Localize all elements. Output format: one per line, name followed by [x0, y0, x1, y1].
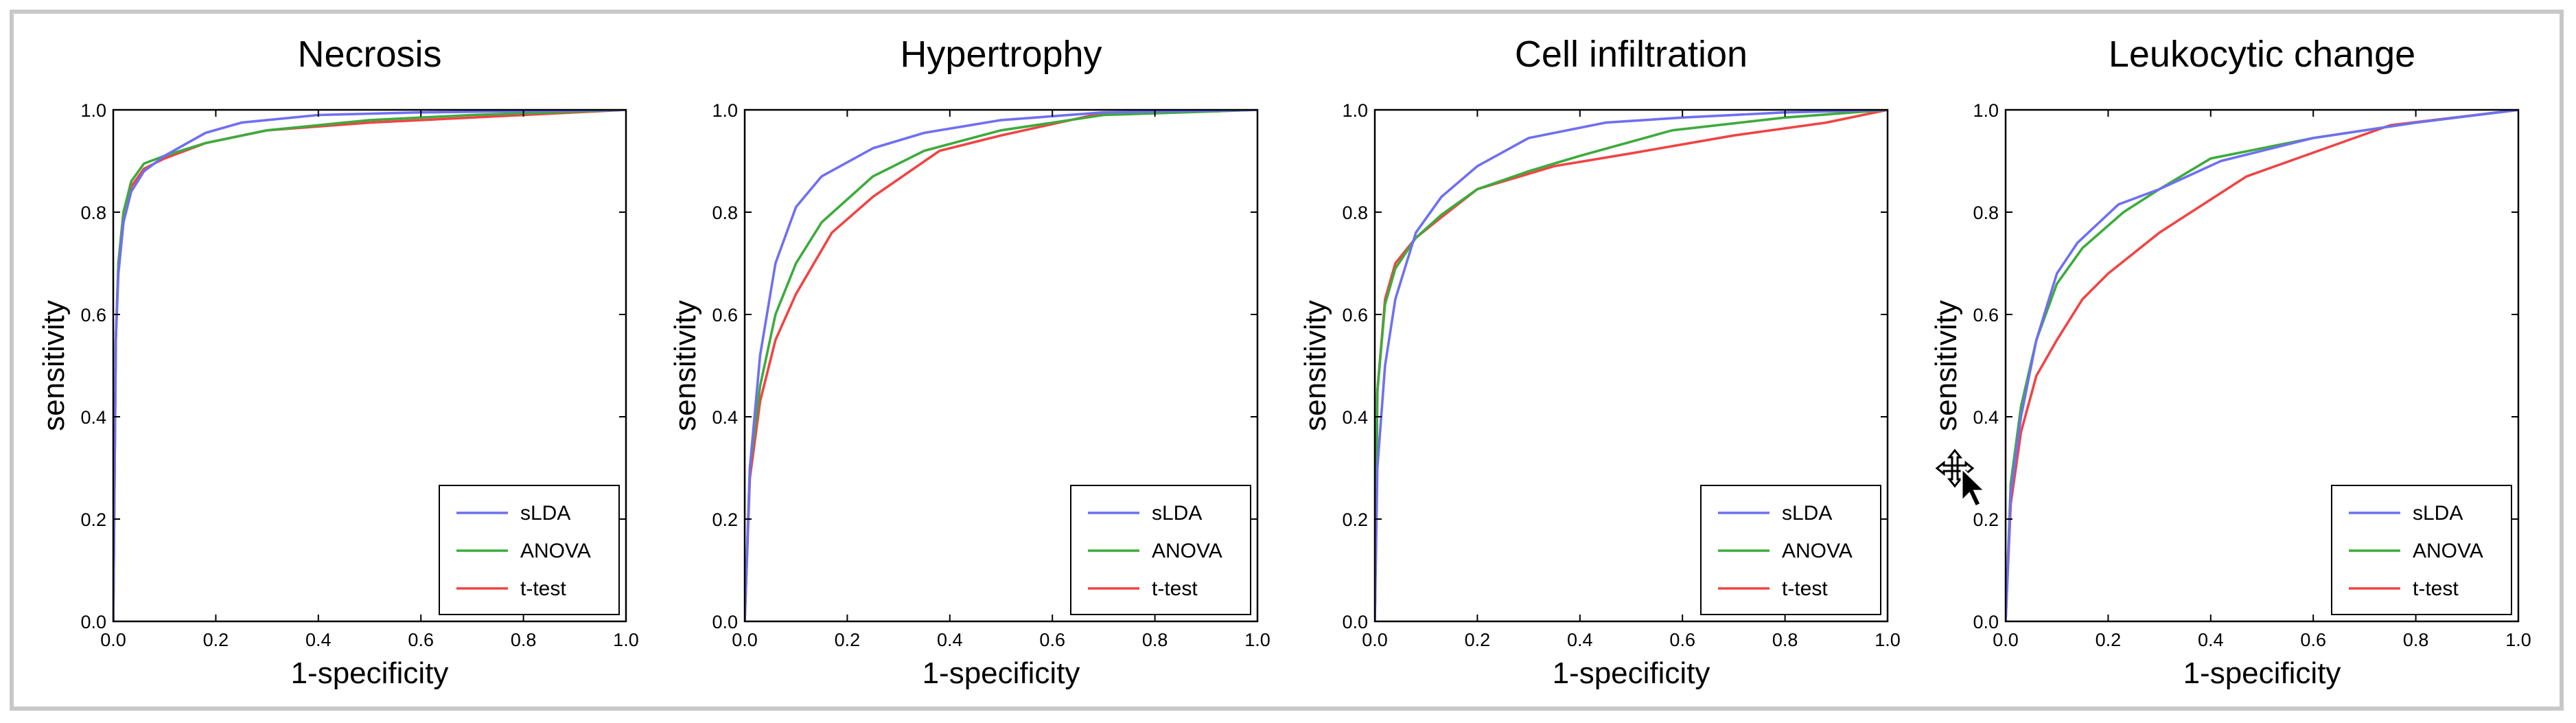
legend: sLDA ANOVA t-test: [2331, 485, 2512, 615]
legend: sLDA ANOVA t-test: [1070, 485, 1251, 615]
y-tick-label: 0.8: [80, 203, 106, 223]
x-tick-label: 0.4: [2198, 630, 2224, 650]
y-tick-label: 0.0: [1342, 612, 1368, 632]
series-line-slda: [1375, 110, 1888, 621]
chart-title: Leukocytic change: [2109, 34, 2415, 75]
y-tick-label: 0.2: [1342, 509, 1368, 530]
y-tick-label: 0.6: [1973, 305, 1999, 325]
x-tick-label: 0.6: [408, 630, 434, 650]
legend-label-slda: sLDA: [1782, 502, 1832, 525]
y-tick-label: 0.4: [80, 407, 106, 428]
y-tick-label: 1.0: [80, 100, 106, 121]
series-line-t-test: [745, 110, 1257, 621]
series-lines: [2006, 110, 2518, 621]
x-tick-label: 0.4: [1567, 630, 1593, 650]
x-tick-label: 0.0: [100, 630, 126, 650]
series-line-t-test: [2006, 110, 2518, 621]
chart-title: Cell infiltration: [1515, 34, 1748, 75]
legend-label-t-test: t-test: [1782, 577, 1828, 600]
x-axis-label: 1-specificity: [1553, 656, 1710, 690]
chart-title: Hypertrophy: [900, 34, 1102, 75]
legend-label-anova: ANOVA: [1152, 540, 1222, 562]
series-line-slda: [2006, 110, 2518, 621]
legend-label-anova: ANOVA: [1782, 540, 1853, 562]
chart-panel-leukocytic-change: Leukocytic change 0.00.0 0.2 0.2 0.4 0.4 0.6 0.…: [1929, 34, 2531, 690]
x-tick-label: 0.6: [1039, 630, 1065, 650]
series-line-slda: [113, 110, 626, 621]
series-lines: [113, 110, 626, 621]
y-axis-label: sensitivity: [1929, 300, 1963, 431]
y-tick-label: 0.2: [1973, 509, 1999, 530]
x-tick-label: 1.0: [1244, 630, 1270, 650]
x-tick-label: 0.2: [2096, 630, 2122, 650]
y-tick-label: 1.0: [1973, 100, 1999, 121]
y-tick-label: 0.4: [1973, 407, 1999, 428]
y-tick-label: 0.0: [80, 612, 106, 632]
x-tick-label: 1.0: [613, 630, 639, 650]
x-axis-label: 1-specificity: [291, 656, 449, 690]
series-lines: [745, 110, 1257, 621]
y-tick-label: 0.6: [1342, 305, 1368, 325]
chart-panel-cell-infiltration: Cell infiltration 0.00.0 0.2 0.2 0.4 0.4 0.6 0.…: [1299, 34, 1901, 690]
y-tick-label: 1.0: [712, 100, 738, 121]
y-axis-label: sensitivity: [669, 300, 702, 431]
legend-label-slda: sLDA: [1152, 502, 1202, 525]
y-tick-label: 0.4: [1342, 407, 1368, 428]
axes-frame: [2004, 108, 2520, 623]
y-tick-label: 0.6: [712, 305, 738, 325]
x-tick-label: 1.0: [2505, 630, 2531, 650]
series-line-slda: [745, 110, 1257, 621]
x-tick-label: 0.6: [2300, 630, 2326, 650]
legend-label-t-test: t-test: [1152, 577, 1198, 600]
axes-frame: [1373, 108, 1889, 623]
series-lines: [1375, 110, 1888, 621]
legend-label-slda: sLDA: [2413, 502, 2463, 525]
x-tick-label: 0.2: [203, 630, 229, 650]
x-tick-label: 0.0: [1993, 630, 2019, 650]
y-tick-label: 0.8: [712, 203, 738, 223]
x-tick-label: 0.6: [1669, 630, 1695, 650]
x-tick-label: 0.8: [1772, 630, 1798, 650]
x-tick-label: 0.4: [937, 630, 963, 650]
y-axis-label: sensitivity: [37, 300, 71, 431]
y-tick-label: 0.8: [1342, 203, 1368, 223]
x-tick-label: 0.4: [305, 630, 332, 650]
legend-label-t-test: t-test: [520, 577, 566, 600]
chart-title: Necrosis: [297, 34, 441, 75]
axes-frame: [112, 108, 627, 623]
x-tick-label: 0.8: [2403, 630, 2429, 650]
y-tick-label: 0.4: [712, 407, 738, 428]
x-tick-label: 0.2: [835, 630, 861, 650]
legend-label-t-test: t-test: [2413, 577, 2459, 600]
y-tick-label: 0.2: [80, 509, 106, 530]
chart-panel-hypertrophy: Hypertrophy 0.00.0 0.2 0.2 0.4 0.4 0.6 0.6 0.8 0.…: [669, 34, 1270, 690]
legend-label-anova: ANOVA: [520, 540, 591, 562]
chart-panel-necrosis: Necrosis 0.00.0 0.2 0.2 0.4 0.4 0.6 0.6 0.8 0.8 1.…: [37, 34, 639, 690]
x-axis-label: 1-specificity: [923, 656, 1080, 690]
move-cursor-icon: [1935, 448, 1988, 509]
y-tick-label: 1.0: [1342, 100, 1368, 121]
y-tick-label: 0.0: [1973, 612, 1999, 632]
x-tick-label: 0.2: [1465, 630, 1491, 650]
y-tick-label: 0.2: [712, 509, 738, 530]
legend: sLDA ANOVA t-test: [1700, 485, 1881, 615]
y-tick-label: 0.0: [712, 612, 738, 632]
y-tick-label: 0.8: [1973, 203, 1999, 223]
x-tick-label: 0.8: [1142, 630, 1168, 650]
x-tick-label: 1.0: [1875, 630, 1901, 650]
legend-label-slda: sLDA: [520, 502, 570, 525]
x-tick-label: 0.0: [732, 630, 758, 650]
axes-frame: [743, 108, 1259, 623]
series-line-anova: [1375, 110, 1888, 621]
x-tick-label: 0.0: [1362, 630, 1388, 650]
legend-label-anova: ANOVA: [2413, 540, 2483, 562]
x-tick-label: 0.8: [511, 630, 537, 650]
y-axis-label: sensitivity: [1299, 300, 1332, 431]
y-tick-label: 0.6: [80, 305, 106, 325]
legend: sLDA ANOVA t-test: [439, 485, 620, 615]
series-line-anova: [745, 110, 1257, 621]
figure-frame: [10, 10, 2564, 711]
x-axis-label: 1-specificity: [2183, 656, 2341, 690]
